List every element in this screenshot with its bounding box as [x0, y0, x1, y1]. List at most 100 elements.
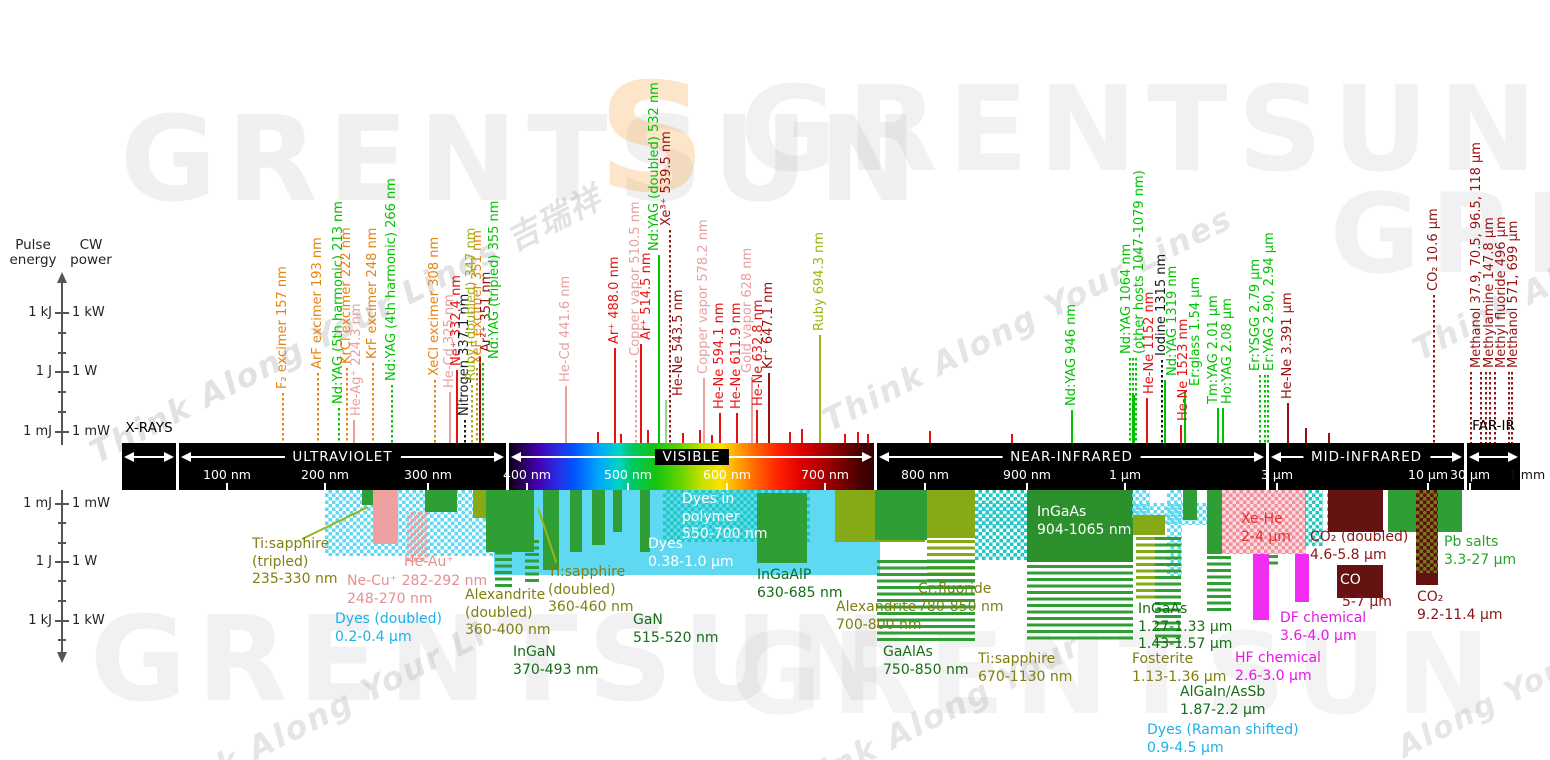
wavelength-tick-label: 300 nm — [404, 467, 452, 482]
axis-minor-tick — [58, 352, 66, 354]
laser-line-label: Kr⁺ 647.1 nm — [761, 281, 776, 369]
material-label: 5-7 μm — [1342, 594, 1392, 610]
material-region — [1027, 565, 1133, 642]
laser-line-label: Ar⁺ 488.0 nm — [607, 256, 622, 344]
wavelength-tick-label: 700 nm — [801, 467, 849, 482]
arrowhead-left-icon — [1271, 452, 1281, 462]
laser-line — [1485, 372, 1487, 443]
wavelength-tick-label: 600 nm — [703, 467, 751, 482]
laser-line — [929, 431, 931, 443]
arrowhead-right-icon — [862, 452, 872, 462]
material-label: CO — [1340, 572, 1361, 588]
laser-line-label: Nd:YAG (4th harmonic) 266 nm — [384, 178, 399, 381]
axis-label-energy: 1 mJ — [23, 496, 52, 511]
laser-line-label: KrF excimer 248 nm — [365, 227, 380, 359]
laser-line — [1164, 380, 1166, 443]
laser-line-label: Xe³⁺ 539.5 nm — [659, 131, 674, 226]
laser-line — [346, 368, 348, 443]
axis-header-pulse-energy: Pulse energy — [9, 237, 57, 268]
material-label: Alexandrite 700-800 nm — [836, 599, 922, 633]
material-label: Pb salts 3.3-27 μm — [1444, 534, 1517, 568]
laser-line-label: He-Ne 3.391 μm — [1280, 292, 1295, 399]
axis-arrow-lower — [57, 652, 67, 663]
laser-line — [282, 393, 284, 443]
laser-line — [801, 429, 803, 443]
laser-line-label: Er:glass 1.54 μm — [1188, 276, 1203, 386]
laser-line — [482, 363, 484, 443]
wavelength-tick-label: 200 nm — [301, 467, 349, 482]
material-region — [1133, 515, 1165, 535]
laser-line — [658, 255, 660, 443]
wavelength-tick-label: 500 nm — [604, 467, 652, 482]
wavelength-tick-label: 1 mm — [1508, 467, 1546, 482]
laser-line-label: Ruby 694.3 nm — [812, 231, 827, 331]
axis-minor-tick — [58, 332, 66, 334]
laser-line — [1267, 375, 1269, 443]
material-region — [875, 490, 927, 540]
spectrum-segment-ultraviolet: ULTRAVIOLET — [179, 443, 506, 490]
arrowhead-right-icon — [1452, 452, 1462, 462]
material-region — [525, 540, 539, 585]
laser-line-label: CO₂ 10.6 μm — [1426, 208, 1441, 291]
material-region — [1183, 490, 1197, 520]
axis-minor-tick — [58, 542, 66, 544]
wavelength-tick-mark — [924, 483, 926, 490]
arrowhead-right-icon — [164, 452, 174, 462]
laser-line — [844, 434, 846, 443]
laser-line — [476, 368, 478, 443]
laser-line-label: XeCl excimer 308 nm — [427, 236, 442, 376]
laser-line — [647, 430, 649, 443]
laser-line — [719, 413, 721, 443]
axis-major-tick — [55, 561, 69, 563]
wavelength-tick-mark — [1427, 483, 1429, 490]
laser-line — [1510, 372, 1513, 443]
material-region — [1328, 490, 1383, 532]
arrowhead-left-icon — [879, 452, 889, 462]
material-label: GaAlAs 750-850 nm — [883, 644, 969, 678]
laser-line — [1470, 372, 1472, 443]
material-label: Dyes (doubled) 0.2-0.4 μm — [335, 611, 442, 645]
axis-minor-tick — [58, 600, 66, 602]
wavelength-tick-mark — [526, 483, 528, 490]
material-region — [757, 493, 807, 563]
spectrum-segment-far-ir — [1467, 443, 1520, 490]
laser-line — [669, 230, 671, 443]
wavelength-tick-mark — [1026, 483, 1028, 490]
laser-line — [789, 432, 791, 443]
material-label: Dyes in polymer 550-700 nm — [682, 491, 768, 542]
laser-line — [1222, 408, 1224, 443]
laser-line — [1217, 408, 1219, 443]
laser-line — [711, 435, 713, 443]
material-label: He-Au⁺ — [404, 554, 454, 570]
laser-line — [857, 432, 859, 443]
material-region — [1207, 556, 1231, 612]
laser-line-label: F₂ excimer 157 nm — [275, 266, 290, 389]
axis-major-tick — [55, 431, 69, 433]
material-region — [592, 490, 605, 545]
material-region — [1416, 490, 1438, 573]
laser-line — [1328, 433, 1330, 443]
material-label: InGaAs 904-1065 nm — [1037, 504, 1132, 538]
wavelength-tick-label: 900 nm — [1003, 467, 1051, 482]
axis-header-cw-power: CW power — [70, 237, 112, 268]
laser-line — [1011, 434, 1013, 443]
laser-line — [338, 408, 340, 443]
arrowhead-left-icon — [181, 452, 191, 462]
laser-line — [449, 392, 451, 443]
laser-line — [353, 420, 355, 443]
material-region — [407, 512, 428, 562]
axis-minor-tick — [58, 639, 66, 641]
material-label: Xe-He 2-4 μm — [1241, 511, 1291, 545]
laser-line-label: Er:YAG 2.90, 2.94 μm — [1262, 232, 1277, 371]
axis-label-energy: 1 kJ — [28, 613, 52, 628]
material-label: Alexandrite (doubled) 360-400 nm — [465, 587, 551, 638]
laser-line-label: Er:YSGG 2.79 μm — [1248, 258, 1263, 371]
material-region — [1305, 490, 1323, 546]
axis-label-energy: 1 kJ — [28, 305, 52, 320]
laser-line — [456, 370, 458, 443]
material-region — [1416, 573, 1438, 585]
laser-line — [736, 413, 738, 443]
axis-minor-tick — [58, 411, 66, 413]
wavelength-tick-label: 1 μm — [1108, 467, 1142, 482]
